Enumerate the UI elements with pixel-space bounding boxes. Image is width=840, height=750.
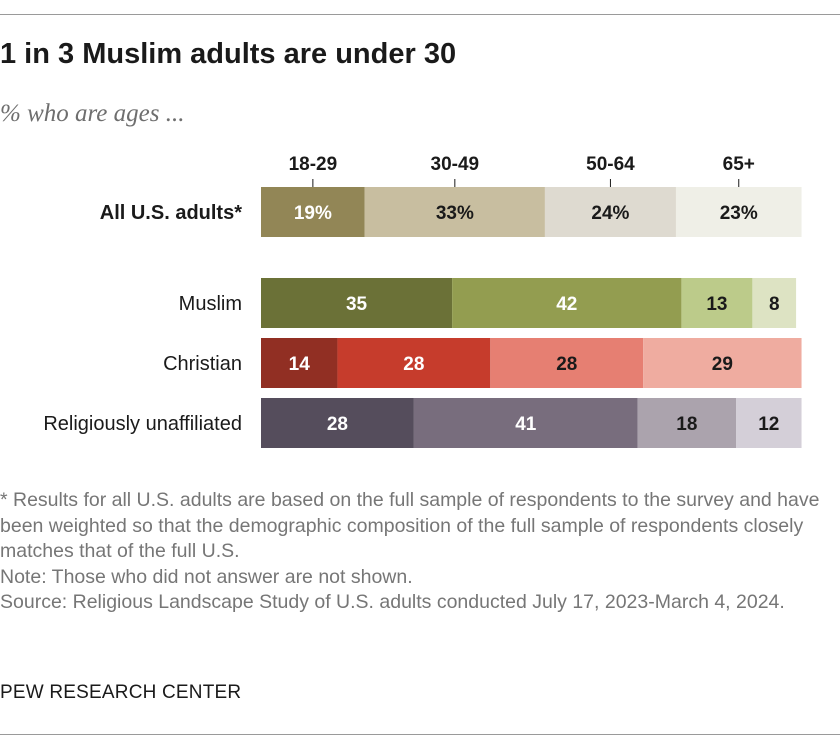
chart-title: 1 in 3 Muslim adults are under 30	[0, 38, 457, 70]
bar-muslim-50-64	[681, 278, 753, 328]
data-label-religiously-unaffiliated-18-29: 28	[327, 414, 348, 435]
data-label-all-u-s-adults-18-29: 19%	[294, 203, 332, 224]
footnotes: * Results for all U.S. adults are based …	[0, 488, 835, 616]
bar-all-u-s-adults-18-29	[261, 187, 365, 237]
bar-christian-18-29	[261, 338, 338, 388]
category-label-christian: Christian	[163, 353, 242, 375]
bar-religiously-unaffiliated-18-29	[261, 398, 414, 448]
top-rule	[0, 14, 840, 15]
data-label-all-u-s-adults-50-64: 24%	[591, 203, 629, 224]
data-label-muslim-18-29: 35	[346, 294, 368, 315]
bar-muslim-65plus	[752, 278, 797, 328]
legend-label-50-64: 50-64	[586, 154, 635, 175]
bar-all-u-s-adults-50-64	[544, 187, 676, 237]
data-label-christian-18-29: 14	[289, 354, 311, 375]
legend-label-65plus: 65+	[723, 154, 755, 175]
bar-all-u-s-adults-30-49	[364, 187, 545, 237]
data-label-christian-65plus: 29	[712, 354, 733, 375]
bar-religiously-unaffiliated-65plus	[736, 398, 802, 448]
data-label-all-u-s-adults-30-49: 33%	[436, 203, 474, 224]
legend-label-18-29: 18-29	[289, 154, 338, 175]
data-label-muslim-30-49: 42	[556, 294, 577, 315]
data-label-christian-30-49: 28	[403, 354, 424, 375]
bottom-rule	[0, 734, 840, 735]
bar-christian-30-49	[337, 338, 491, 388]
stacked-bar-chart: 18-29 30-49 50-64 65+ All U.S. adults* 19% 33%…	[43, 154, 802, 448]
category-label-muslim: Muslim	[179, 293, 242, 315]
data-label-all-u-s-adults-65plus: 23%	[720, 203, 758, 224]
bar-christian-50-64	[490, 338, 644, 388]
bar-muslim-30-49	[452, 278, 682, 328]
category-label-religiously-unaffiliated: Religiously unaffiliated	[43, 413, 242, 435]
bar-religiously-unaffiliated-30-49	[413, 398, 638, 448]
data-label-muslim-50-64: 13	[706, 294, 727, 315]
bar-religiously-unaffiliated-50-64	[637, 398, 737, 448]
data-label-religiously-unaffiliated-30-49: 41	[515, 414, 537, 435]
data-label-religiously-unaffiliated-65plus: 12	[758, 414, 779, 435]
note-text: Note: Those who did not answer are not s…	[0, 565, 413, 588]
bar-muslim-18-29	[261, 278, 453, 328]
bar-christian-65plus	[643, 338, 802, 388]
bar-all-u-s-adults-65plus	[675, 187, 802, 237]
chart-subtitle: % who are ages ...	[0, 100, 185, 127]
source-text: Source: Religious Landscape Study of U.S…	[0, 591, 785, 614]
legend-label-30-49: 30-49	[431, 154, 480, 175]
data-label-christian-50-64: 28	[556, 354, 577, 375]
category-label-all-u-s-adults: All U.S. adults*	[100, 202, 242, 224]
org-logo-text: PEW RESEARCH CENTER	[0, 682, 242, 703]
data-label-muslim-65plus: 8	[769, 294, 780, 315]
asterisk-note: * Results for all U.S. adults are based …	[0, 489, 820, 563]
data-label-religiously-unaffiliated-50-64: 18	[676, 414, 697, 435]
